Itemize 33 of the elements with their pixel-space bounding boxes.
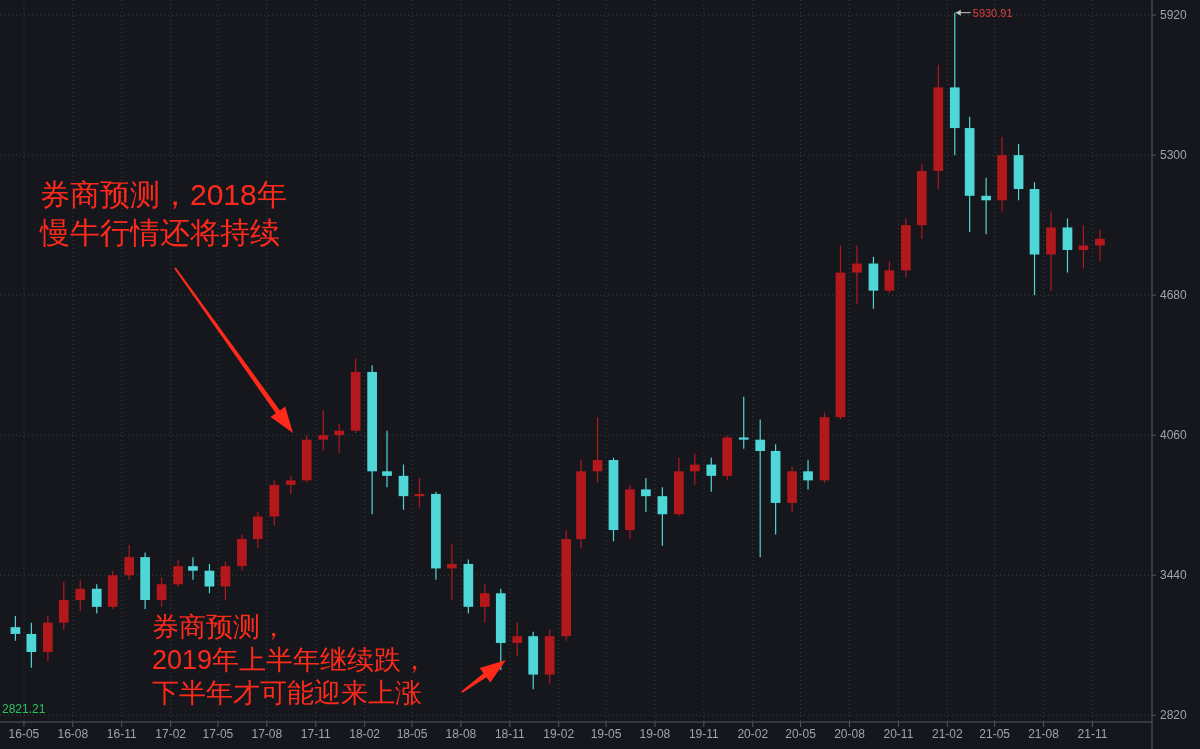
x-tick-label: 16-08 <box>57 727 89 741</box>
x-tick-label: 16-05 <box>8 727 40 741</box>
annotation: 2821.21 <box>2 702 46 716</box>
x-tick-label: 19-08 <box>639 727 671 741</box>
x-tick-label: 20-02 <box>737 727 769 741</box>
x-tick-label: 18-08 <box>445 727 477 741</box>
x-tick-label: 21-11 <box>1077 727 1108 741</box>
x-tick-label: 20-11 <box>883 727 914 741</box>
y-tick-label: 4680 <box>1160 288 1188 303</box>
annotation: 5930.91 <box>972 6 1013 19</box>
x-tick-label: 19-11 <box>688 727 720 741</box>
x-tick-label: 17-11 <box>300 727 331 741</box>
annotation: 券商预测，2019年上半年继续跌，下半年才可能迎来上涨 <box>152 612 429 708</box>
x-tick-label: 17-05 <box>202 727 234 741</box>
x-tick-label: 21-02 <box>931 727 963 741</box>
x-tick-label: 21-08 <box>1028 727 1060 741</box>
x-tick-label: 19-02 <box>543 727 575 741</box>
x-tick-label: 21-05 <box>979 727 1011 741</box>
y-tick-label: 4060 <box>1160 428 1188 443</box>
annotation: 券商预测，2018年慢牛行情还将持续 <box>39 178 287 249</box>
x-tick-label: 16-11 <box>106 727 137 741</box>
y-tick-label: 2820 <box>1160 708 1188 723</box>
y-tick-label: 3440 <box>1160 568 1188 583</box>
y-tick-label: 5300 <box>1160 148 1188 163</box>
x-tick-label: 18-11 <box>494 727 526 741</box>
y-tick-label: 5920 <box>1160 8 1188 23</box>
x-tick-label: 18-02 <box>349 727 381 741</box>
x-tick-label: 18-05 <box>396 727 428 741</box>
x-tick-label: 17-08 <box>251 727 283 741</box>
x-tick-label: 19-05 <box>590 727 622 741</box>
x-tick-label: 17-02 <box>155 727 187 741</box>
x-tick-label: 20-05 <box>785 727 817 741</box>
x-tick-label: 20-08 <box>834 727 866 741</box>
